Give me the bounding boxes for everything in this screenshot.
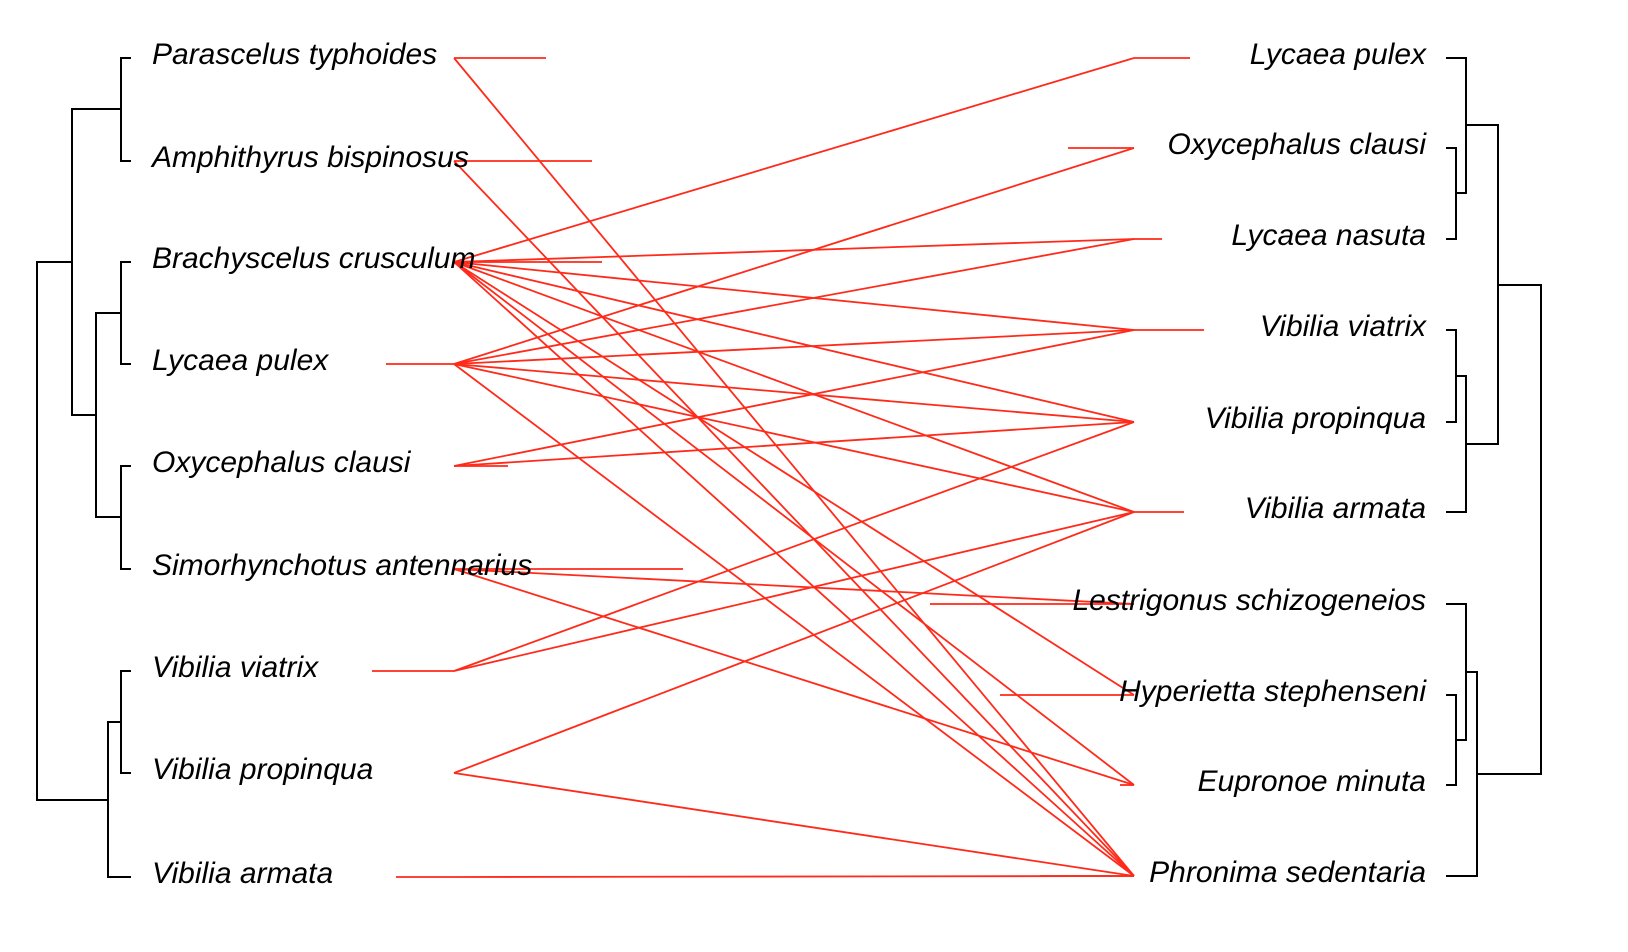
link-stubs [372,57,1204,878]
left-tree-branch [120,670,131,774]
right-taxon-label: Oxycephalus clausi [1168,128,1428,161]
right-taxon-label: Vibilia armata [1245,492,1426,525]
association-link [453,421,1135,672]
right-taxon-label: Vibilia propinqua [1205,402,1426,435]
association-link [453,238,1135,365]
right-taxon-label: Lycaea pulex [1250,38,1427,71]
left-taxon-label: Parascelus typhoides [152,38,437,71]
right-tree-branch [1446,147,1457,240]
association-link [453,363,1135,513]
right-dendrogram [1446,57,1542,877]
association-link [453,238,1135,263]
left-taxon-label: Lycaea pulex [152,344,329,377]
right-tree-branch [1466,124,1499,445]
right-taxon-label: Hyperietta stephenseni [1119,675,1427,708]
left-tree-branch [107,721,131,878]
right-taxon-label: Phronima sedentaria [1149,856,1426,889]
right-tree-branch [1446,329,1457,423]
right-taxon-label: Vibilia viatrix [1260,310,1427,343]
right-tree-branch [1446,694,1457,786]
association-link [453,329,1135,365]
association-link [453,261,1135,696]
association-link [453,363,1135,423]
association-link [453,568,1135,605]
right-taxon-label: Lycaea nasuta [1231,219,1426,252]
right-tree-branch [1446,671,1478,877]
association-link [453,261,1135,331]
left-taxon-label: Vibilia propinqua [152,753,373,786]
association-link [453,147,1135,365]
left-taxon-label: Vibilia viatrix [152,651,319,684]
association-link [453,57,1135,263]
association-link [453,57,1135,877]
left-tree-branch [120,465,131,570]
association-link [453,329,1135,467]
left-taxon-label: Oxycephalus clausi [152,446,412,479]
association-link [453,261,1135,877]
association-links [453,57,1135,878]
association-link [453,511,1135,672]
left-taxon-label: Simorhynchotus antennarius [152,549,532,582]
right-tree-branch [1477,284,1542,775]
right-taxon-label: Eupronoe minuta [1198,765,1427,798]
association-link [453,261,1135,786]
left-tree-branch [120,57,131,162]
left-tree-branch [36,261,108,801]
association-link [453,772,1135,877]
association-link [453,261,1135,423]
left-taxa-labels: Parascelus typhoides Amphithyrus bispinos… [150,38,532,890]
association-link [453,363,1135,877]
left-tree-branch [120,261,131,365]
association-link [453,421,1135,467]
left-taxon-label: Amphithyrus bispinosus [150,141,469,174]
association-link [453,568,1135,786]
right-taxon-label: Lestrigonus schizogeneios [1072,584,1426,617]
association-link [453,875,1135,878]
association-link [453,261,1135,513]
left-dendrogram [36,57,131,878]
left-taxon-label: Brachyscelus crusculum [152,242,475,275]
right-taxa-labels: Lycaea pulex Oxycephalus clausi Lycaea nas… [1072,38,1427,889]
left-tree-branch [95,312,121,518]
association-link [453,511,1135,774]
left-taxon-label: Vibilia armata [152,857,333,890]
association-link [453,160,1135,877]
